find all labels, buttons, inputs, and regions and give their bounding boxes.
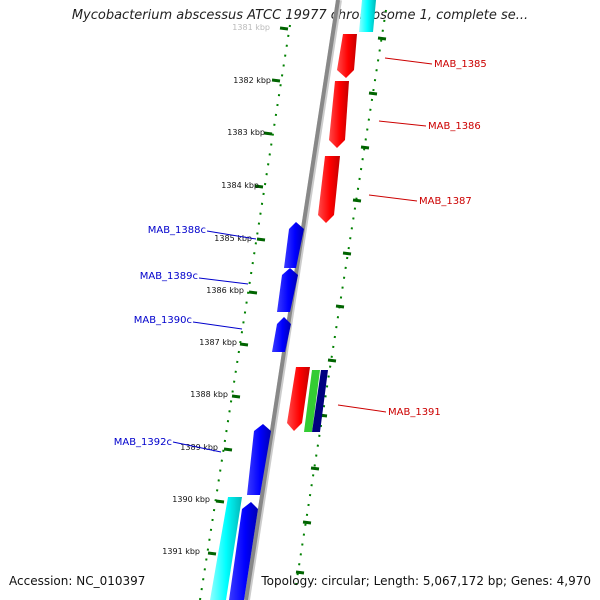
tick-label: 1391 kbp	[162, 547, 200, 556]
gene-label-forward[interactable]: MAB_1391	[388, 407, 441, 418]
tick-label: 1388 kbp	[190, 390, 228, 399]
genome-stats-text: Topology: circular; Length: 5,067,172 bp…	[261, 574, 591, 588]
reverse-leaders	[172, 230, 257, 453]
outer-ticks	[295, 36, 387, 575]
gene-label-reverse[interactable]: MAB_1388c	[148, 225, 206, 236]
gene-rna[interactable]	[210, 497, 242, 600]
gene-label-reverse[interactable]: MAB_1392c	[114, 437, 172, 448]
gene-forward[interactable]	[329, 81, 349, 148]
gene-other-navy[interactable]	[312, 370, 328, 432]
gene-reverse[interactable]	[272, 317, 291, 352]
tick-label: 1384 kbp	[221, 181, 259, 190]
gene-forward[interactable]	[337, 34, 357, 78]
gene-other-green[interactable]	[304, 370, 320, 432]
gene-reverse[interactable]	[229, 502, 258, 600]
gene-label-reverse[interactable]: MAB_1390c	[134, 315, 192, 326]
scale-line-outer	[295, 9, 387, 586]
gene-reverse[interactable]	[284, 222, 304, 268]
tick-label: 1386 kbp	[206, 286, 244, 295]
gene-label-forward[interactable]: MAB_1387	[419, 196, 472, 207]
gene-reverse[interactable]	[277, 268, 298, 312]
tick-label: 1385 kbp	[214, 234, 252, 243]
tick-label: 1382 kbp	[233, 76, 271, 85]
gene-label-forward[interactable]: MAB_1385	[434, 59, 487, 70]
tick-label: 1381 kbp	[232, 23, 270, 32]
gene-reverse[interactable]	[247, 424, 271, 495]
map-title: Mycobacterium abscessus ATCC 19977 chrom…	[71, 8, 529, 23]
scale-ticks	[207, 26, 289, 556]
gene-label-forward[interactable]: MAB_1386	[428, 121, 481, 132]
forward-leaders	[337, 57, 433, 413]
tick-label: 1383 kbp	[227, 128, 265, 137]
scale-line-inner	[199, 24, 291, 600]
gene-top-rna[interactable]	[359, 0, 376, 32]
tick-label: 1387 kbp	[199, 338, 237, 347]
gene-forward[interactable]	[318, 156, 340, 223]
tick-label: 1390 kbp	[172, 495, 210, 504]
gene-label-reverse[interactable]: MAB_1389c	[140, 271, 198, 282]
accession-text: Accession: NC_010397	[9, 574, 146, 588]
gene-forward[interactable]	[287, 367, 310, 431]
